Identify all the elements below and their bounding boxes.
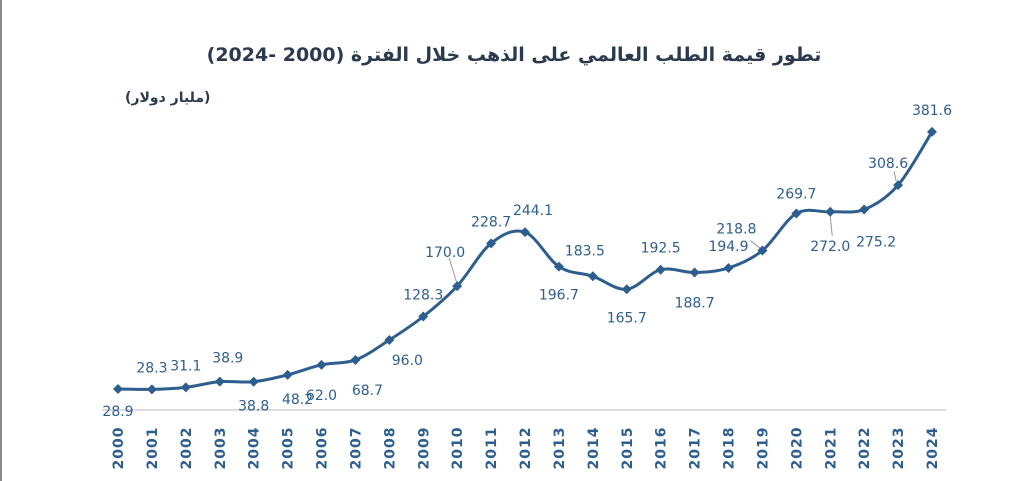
x-tick-label: 2002 (179, 427, 195, 470)
data-point-marker (587, 271, 598, 282)
x-tick-label: 2021 (823, 427, 839, 470)
data-label: 38.8 (238, 399, 269, 415)
x-tick-label: 2016 (654, 427, 670, 470)
leader-line (829, 215, 833, 236)
data-label: 194.9 (708, 239, 748, 255)
data-point-marker (452, 281, 463, 292)
data-label: 62.0 (306, 388, 337, 404)
x-tick-label: 2011 (484, 427, 500, 470)
data-point-marker (486, 238, 497, 249)
data-label: 183.5 (565, 243, 605, 259)
data-label: 68.7 (352, 383, 383, 399)
data-point-marker (655, 264, 666, 275)
x-tick-label: 2012 (518, 427, 534, 470)
x-tick-label: 2013 (552, 427, 568, 470)
data-point-marker (316, 359, 327, 370)
data-point-marker (859, 204, 870, 215)
leader-line (893, 171, 897, 182)
leader-line (448, 257, 458, 285)
x-tick-label: 2009 (416, 427, 432, 470)
leader-line (750, 240, 761, 249)
data-label: 188.7 (675, 295, 715, 311)
data-point-marker (248, 376, 259, 387)
data-label: 196.7 (539, 288, 579, 304)
data-point-marker (757, 245, 768, 256)
data-point-marker (282, 369, 293, 380)
data-label: 31.1 (170, 358, 201, 374)
x-tick-label: 2001 (145, 427, 161, 470)
data-label: 48.2 (282, 392, 313, 408)
x-tick-label: 2020 (789, 427, 805, 470)
x-tick-label: 2022 (857, 427, 873, 470)
data-label: 170.0 (425, 245, 465, 261)
data-point-marker (146, 384, 157, 395)
data-point-marker (520, 227, 530, 238)
data-point-marker (893, 180, 904, 191)
x-tick-label: 2003 (213, 427, 229, 470)
data-point-marker (621, 284, 632, 295)
data-label: 192.5 (641, 241, 681, 257)
x-tick-label: 2019 (755, 427, 771, 470)
data-point-marker (384, 335, 395, 346)
x-tick-label: 2024 (925, 427, 941, 470)
data-point-marker (927, 126, 937, 137)
data-label: 275.2 (856, 234, 896, 250)
data-label: 381.6 (912, 103, 952, 119)
data-label: 308.6 (868, 156, 908, 172)
data-label: 28.9 (102, 404, 133, 420)
x-tick-label: 2006 (315, 427, 331, 470)
data-point-marker (825, 206, 836, 217)
chart-title: تطور قيمة الطلب العالمي على الذهب خلال ا… (206, 44, 822, 66)
x-tick-label: 2015 (620, 427, 636, 470)
x-tick-label: 2004 (247, 427, 263, 470)
x-tick-label: 2000 (111, 427, 127, 470)
data-label: 28.3 (136, 360, 167, 376)
data-label: 244.1 (513, 203, 553, 219)
data-label: 228.7 (471, 214, 511, 230)
data-label: 272.0 (810, 239, 850, 255)
x-tick-label: 2014 (586, 427, 602, 470)
x-tick-label: 2023 (891, 427, 907, 470)
data-point-marker (180, 382, 191, 393)
x-tick-label: 2005 (281, 427, 297, 470)
data-point-marker (723, 262, 734, 273)
data-label: 269.7 (776, 186, 816, 202)
x-tick-label: 2007 (348, 427, 364, 470)
y-unit-label: (مليار دولار) (125, 90, 211, 106)
data-point-marker (791, 208, 802, 219)
x-tick-label: 2017 (688, 427, 704, 470)
data-point-marker (350, 354, 361, 365)
data-label: 218.8 (716, 222, 756, 238)
x-tick-label: 2018 (722, 427, 738, 470)
data-label: 96.0 (392, 353, 423, 369)
data-point-marker (689, 267, 700, 278)
left-border (0, 0, 2, 481)
x-tick-label: 2008 (382, 427, 398, 470)
data-point-marker (553, 261, 564, 272)
data-point-marker (113, 383, 123, 394)
data-label: 38.9 (212, 351, 243, 367)
data-label: 165.7 (607, 310, 647, 326)
x-tick-label: 2010 (450, 427, 466, 470)
data-point-marker (418, 311, 429, 322)
data-label: 128.3 (403, 288, 443, 304)
data-point-marker (214, 376, 225, 387)
